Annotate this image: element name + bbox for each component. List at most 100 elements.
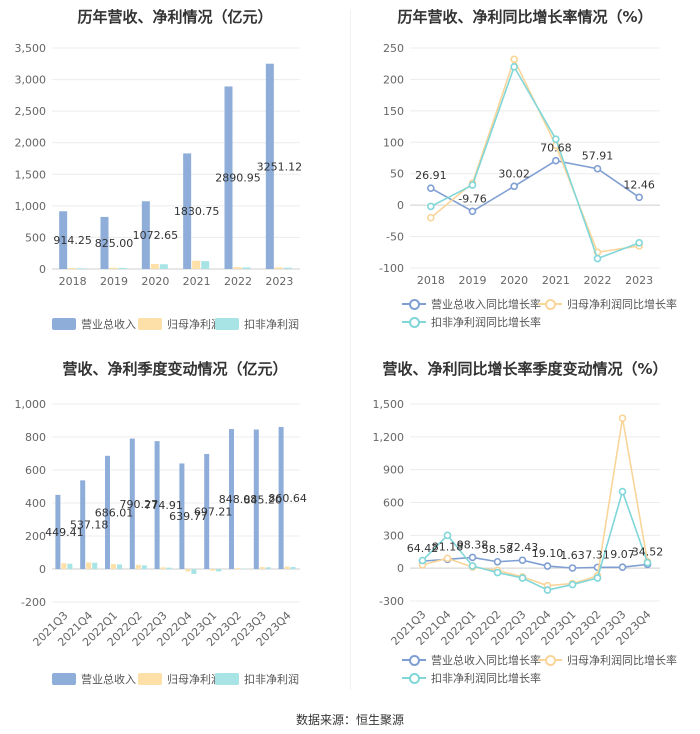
annual-bar-chart: 0 500 1,000 1,500 2,000 2,500 3,000 3,500 2018 20… — [15, 42, 303, 288]
data-label: 26.91 — [415, 169, 447, 182]
legend-swatch — [215, 318, 239, 330]
legend-label: 扣非净利润同比增长率 — [431, 672, 541, 685]
bar-2023-s1 — [274, 267, 283, 269]
data-label: 2890.95 — [215, 172, 261, 185]
legend-label: 归母净利润 — [167, 318, 222, 331]
chart-title: 历年营收、净利同比增长率情况（%） — [397, 8, 653, 26]
bar-2022Q1-s2 — [117, 564, 122, 569]
bar-2021-s2 — [201, 261, 210, 269]
point-2022Q1-s0 — [468, 553, 477, 562]
data-label: 774.91 — [144, 499, 183, 512]
point-2022Q3-s2 — [518, 574, 527, 582]
bar-2022Q4-s2 — [191, 569, 197, 574]
y-tick-label: 0 — [397, 199, 404, 212]
y-tick-label: 600 — [25, 464, 46, 477]
legend-label: 营业总收入 — [81, 673, 136, 686]
x-tick-label: 2023 — [625, 274, 653, 287]
legend-swatch — [215, 673, 239, 685]
legend-item-net-profit[interactable]: 归母净利润 — [138, 671, 222, 687]
legend-item-revenue-growth[interactable]: 营业总收入同比增长率 — [402, 296, 541, 312]
bar-2021Q3-s1 — [61, 563, 67, 569]
legend-item-revenue[interactable]: 营业总收入 — [52, 316, 136, 332]
y-tick-label: 600 — [383, 497, 404, 510]
series-line-s0 — [422, 556, 648, 569]
legend-item-deducted-growth[interactable]: 扣非净利润同比增长率 — [402, 314, 541, 330]
series-line-s1 — [422, 418, 649, 587]
bar-2023Q3-s0 — [253, 429, 259, 569]
bar-2022-s1 — [233, 267, 242, 269]
point-2022Q4-s0 — [543, 562, 552, 570]
point-2020-s0 — [510, 182, 518, 191]
point-2018-s1 — [427, 213, 435, 222]
bar-2022Q4-s0 — [179, 463, 185, 569]
legend-item-deducted-profit[interactable]: 扣非净利润 — [215, 671, 299, 687]
chart-title: 营收、净利季度变动情况（亿元） — [62, 360, 288, 378]
legend-item-net-profit-growth[interactable]: 归母净利润同比增长率 — [538, 652, 677, 668]
bar-2023Q3-s1 — [259, 567, 265, 569]
chart-title: 历年营收、净利情况（亿元） — [77, 8, 273, 26]
data-source: 数据来源：恒生聚源 — [295, 713, 404, 727]
bar-2022Q3-s1 — [160, 567, 166, 569]
data-label: 1072.65 — [133, 229, 179, 242]
y-tick-label: -200 — [21, 596, 46, 609]
legend-item-deducted-growth[interactable]: 扣非净利润同比增长率 — [402, 670, 541, 686]
y-tick-label: -300 — [379, 595, 404, 608]
y-tick-label: 3,500 — [15, 42, 47, 55]
data-label: 790.27 — [120, 498, 159, 511]
chart-title: 营收、净利同比增长率季度变动情况（%） — [382, 360, 668, 378]
y-tick-label: 400 — [25, 497, 46, 510]
legend-item-net-profit[interactable]: 归母净利润 — [138, 316, 222, 332]
legend-item-net-profit-growth[interactable]: 归母净利润同比增长率 — [538, 296, 677, 312]
point-2023Q4-s2 — [643, 558, 652, 567]
legend-item-revenue-growth[interactable]: 营业总收入同比增长率 — [402, 652, 541, 668]
bar-2023-s0 — [265, 63, 274, 269]
quarterly-growth-panel: 营收、净利同比增长率季度变动情况（%） -300 0 300 600 900 1,200 1… — [350, 352, 700, 702]
annual-growth-line-chart: -100 -50 0 50 100 150 200 250 2018 2019 2020 2021 20… — [379, 42, 660, 287]
series-line-s2 — [421, 488, 649, 591]
point-2023Q3-s2 — [618, 487, 627, 496]
bar-2023Q1-s2 — [216, 569, 222, 572]
legend-label: 扣非净利润同比增长率 — [431, 316, 541, 329]
data-label: 848.08 — [219, 493, 258, 506]
point-2022Q2-s0 — [493, 557, 502, 566]
legend-swatch — [138, 318, 162, 330]
data-label: 697.21 — [194, 505, 233, 518]
point-2023Q3-s1 — [618, 414, 627, 423]
y-tick-label: 300 — [383, 529, 404, 542]
data-label: 9.07 — [610, 548, 635, 561]
bar-2022-s2 — [242, 267, 251, 269]
series-line-s2 — [430, 64, 640, 260]
bar-2020-s1 — [150, 263, 159, 269]
data-label: 825.00 — [95, 237, 134, 250]
y-tick-label: 800 — [25, 431, 46, 444]
bar-2021-s1 — [192, 260, 201, 269]
point-2021Q3-s2 — [418, 556, 427, 565]
point-2023-s2 — [635, 239, 643, 247]
bar-2022-s0 — [224, 86, 233, 269]
bar-2021Q4-s2 — [92, 562, 98, 569]
x-tick-label: 2021 — [542, 274, 570, 287]
y-tick-label: 1,000 — [15, 398, 47, 411]
point-2023Q1-s0 — [568, 564, 577, 572]
data-label: 914.25 — [53, 234, 92, 247]
legend-item-revenue[interactable]: 营业总收入 — [52, 671, 136, 687]
data-label: 72.43 — [507, 541, 539, 554]
legend-swatch — [402, 672, 426, 684]
bar-2023Q2-s0 — [229, 429, 234, 569]
x-tick-label: 2021 — [183, 275, 211, 288]
y-tick-label: 900 — [383, 464, 404, 477]
data-label: 537.18 — [70, 519, 109, 532]
y-tick-label: 0 — [397, 562, 404, 575]
data-label: 845.20 — [244, 493, 283, 506]
data-label: -9.76 — [458, 192, 486, 205]
y-tick-label: 1,200 — [373, 431, 405, 444]
bar-2022Q3-s0 — [154, 441, 160, 569]
legend-label: 营业总收入同比增长率 — [431, 654, 541, 667]
legend-label: 归母净利润同比增长率 — [567, 298, 677, 311]
legend-swatch — [402, 654, 426, 666]
quarterly-revenue-profit-panel: 营收、净利季度变动情况（亿元） -200 0 200 400 600 800 1,000 20… — [0, 352, 350, 702]
legend-item-deducted-profit[interactable]: 扣非净利润 — [215, 316, 299, 332]
point-2023Q2-s2 — [593, 574, 602, 582]
bar-2021-s0 — [183, 153, 192, 269]
point-2021-s0 — [552, 156, 560, 165]
